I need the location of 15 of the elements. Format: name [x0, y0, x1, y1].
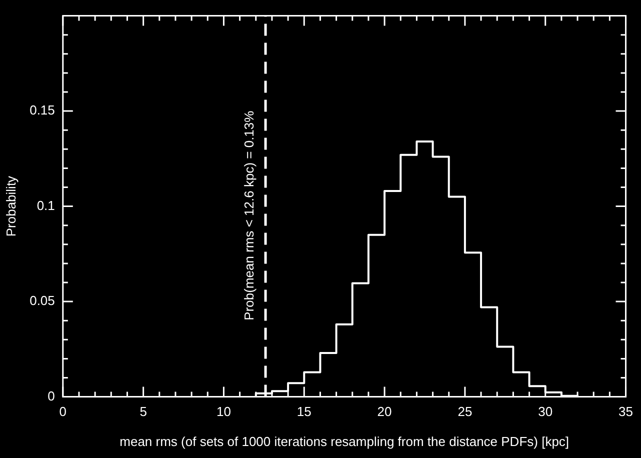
ref-line-label: Prob(mean rms < 12.6 kpc) = 0.13% [242, 110, 257, 320]
x-tick-label: 15 [296, 404, 312, 420]
y-axis-title: Probability [3, 175, 18, 237]
y-tick-label: 0.15 [30, 102, 55, 118]
y-tick-label: 0.05 [30, 293, 55, 308]
x-axis-title: mean rms (of sets of 1000 iterations resampling from the distance PDFs) [kpc] [120, 434, 570, 449]
x-tick-label: 35 [618, 404, 634, 420]
x-tick-label: 10 [216, 404, 231, 420]
x-tick-label: 5 [140, 404, 147, 420]
x-tick-label: 0 [59, 404, 67, 420]
x-tick-label: 25 [458, 404, 472, 420]
x-tick-label: 30 [538, 404, 553, 420]
y-tick-label: 0.1 [36, 198, 55, 213]
y-tick-label: 0 [48, 388, 55, 404]
x-tick-label: 20 [377, 404, 392, 420]
